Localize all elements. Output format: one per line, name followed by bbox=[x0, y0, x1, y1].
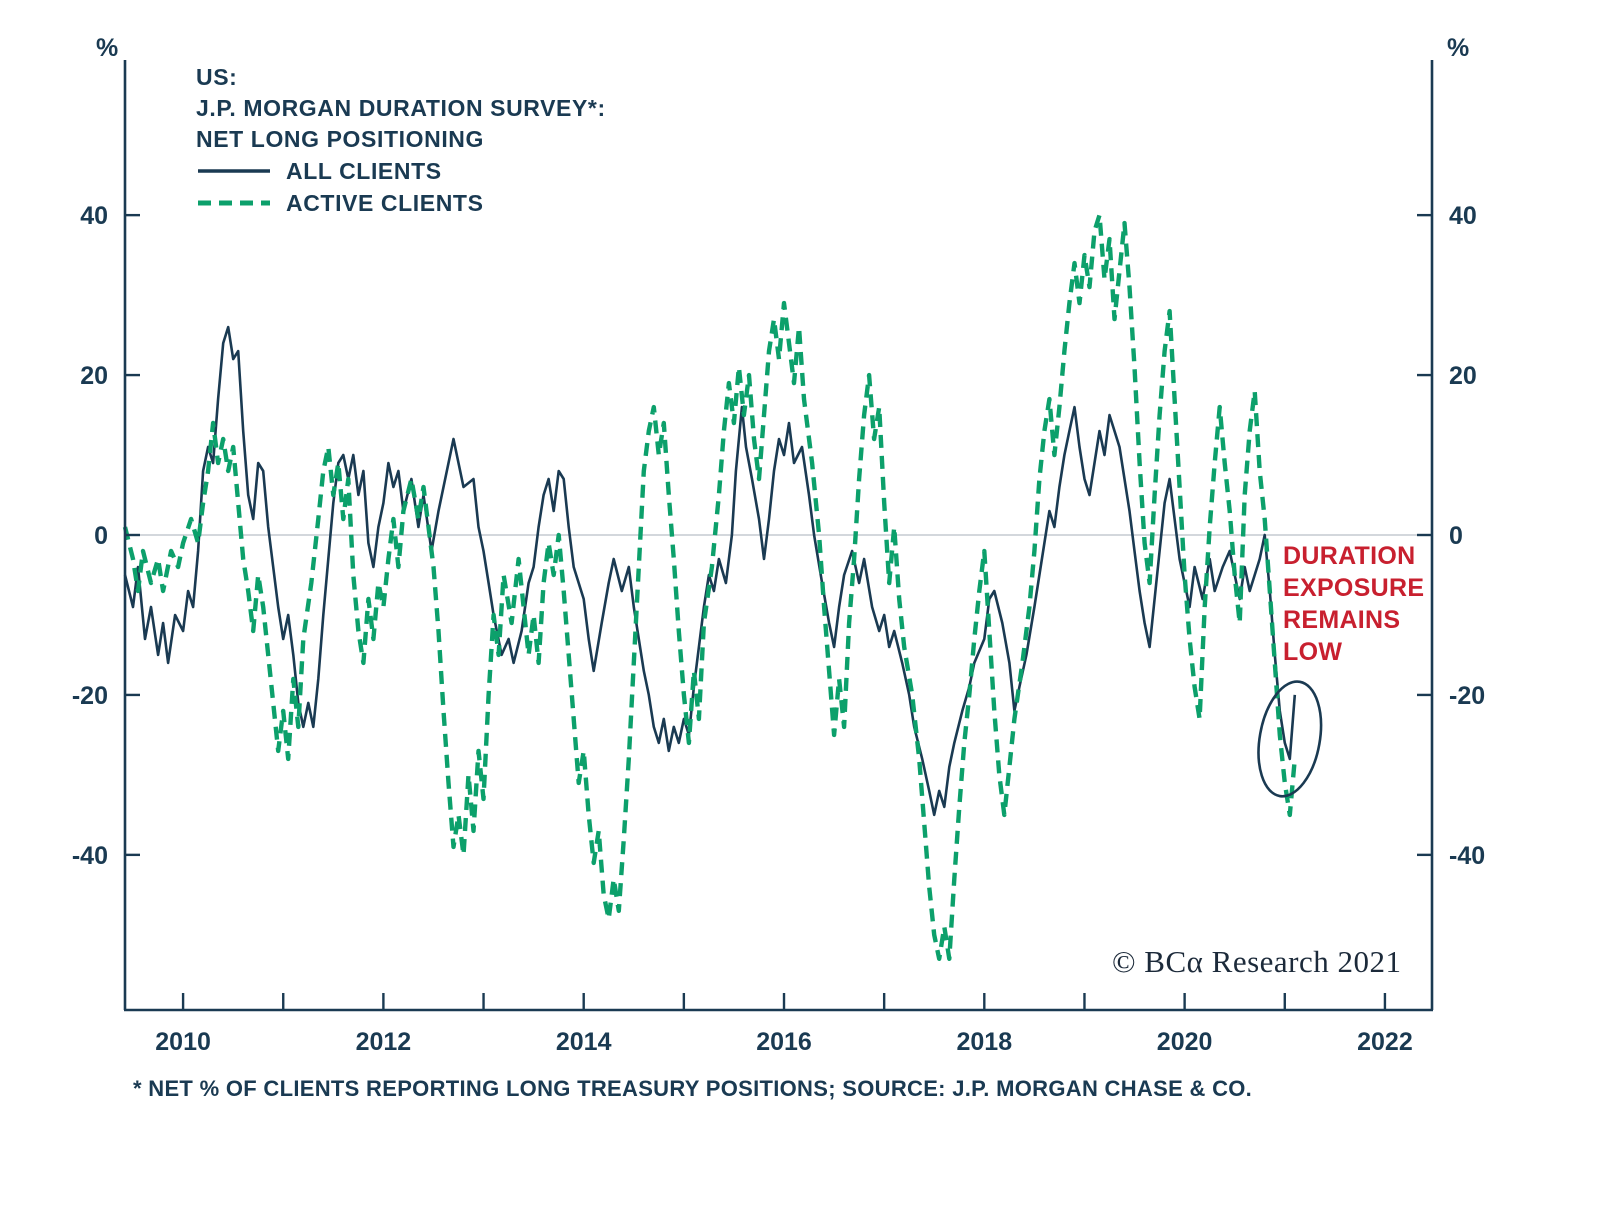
svg-text:20: 20 bbox=[1449, 362, 1477, 390]
annotation-line: REMAINS bbox=[1283, 606, 1401, 634]
svg-text:2018: 2018 bbox=[957, 1028, 1013, 1056]
svg-text:-20: -20 bbox=[1449, 682, 1485, 710]
legend-item-all-clients: ALL CLIENTS bbox=[196, 155, 606, 187]
annotation-line: DURATION bbox=[1283, 542, 1416, 570]
svg-text:2012: 2012 bbox=[356, 1028, 412, 1056]
legend-title-line1: J.P. MORGAN DURATION SURVEY*: bbox=[196, 95, 606, 121]
annotation-line: EXPOSURE bbox=[1283, 574, 1425, 602]
annotation-duration-exposure: DURATION EXPOSURE REMAINS LOW bbox=[1283, 540, 1453, 668]
svg-text:40: 40 bbox=[80, 202, 108, 230]
legend-title-line2: NET LONG POSITIONING bbox=[196, 126, 485, 152]
bca-research-copyright: © BCα Research 2021 bbox=[1112, 944, 1402, 979]
legend-region: US: bbox=[196, 64, 238, 90]
chart-legend: US: J.P. MORGAN DURATION SURVEY*: NET LO… bbox=[196, 62, 606, 219]
svg-text:2010: 2010 bbox=[155, 1028, 211, 1056]
svg-text:2022: 2022 bbox=[1357, 1028, 1413, 1056]
legend-item-active-clients: ACTIVE CLIENTS bbox=[196, 187, 606, 219]
dashed-line-swatch-icon bbox=[196, 198, 272, 208]
svg-text:20: 20 bbox=[80, 362, 108, 390]
svg-text:2014: 2014 bbox=[556, 1028, 612, 1056]
y-axis-unit-left: % bbox=[96, 34, 119, 62]
chart-footnote: * NET % OF CLIENTS REPORTING LONG TREASU… bbox=[133, 1076, 1253, 1101]
solid-line-swatch-icon bbox=[196, 166, 272, 176]
y-axis-unit-right: % bbox=[1447, 34, 1470, 62]
legend-label-all-clients: ALL CLIENTS bbox=[286, 157, 442, 184]
svg-text:-40: -40 bbox=[72, 842, 108, 870]
svg-text:2020: 2020 bbox=[1157, 1028, 1213, 1056]
svg-text:0: 0 bbox=[94, 522, 108, 550]
svg-text:-40: -40 bbox=[1449, 842, 1485, 870]
svg-text:40: 40 bbox=[1449, 202, 1477, 230]
svg-text:-20: -20 bbox=[72, 682, 108, 710]
svg-text:2016: 2016 bbox=[756, 1028, 812, 1056]
svg-text:0: 0 bbox=[1449, 522, 1463, 550]
legend-label-active-clients: ACTIVE CLIENTS bbox=[286, 189, 484, 216]
annotation-line: LOW bbox=[1283, 638, 1343, 666]
